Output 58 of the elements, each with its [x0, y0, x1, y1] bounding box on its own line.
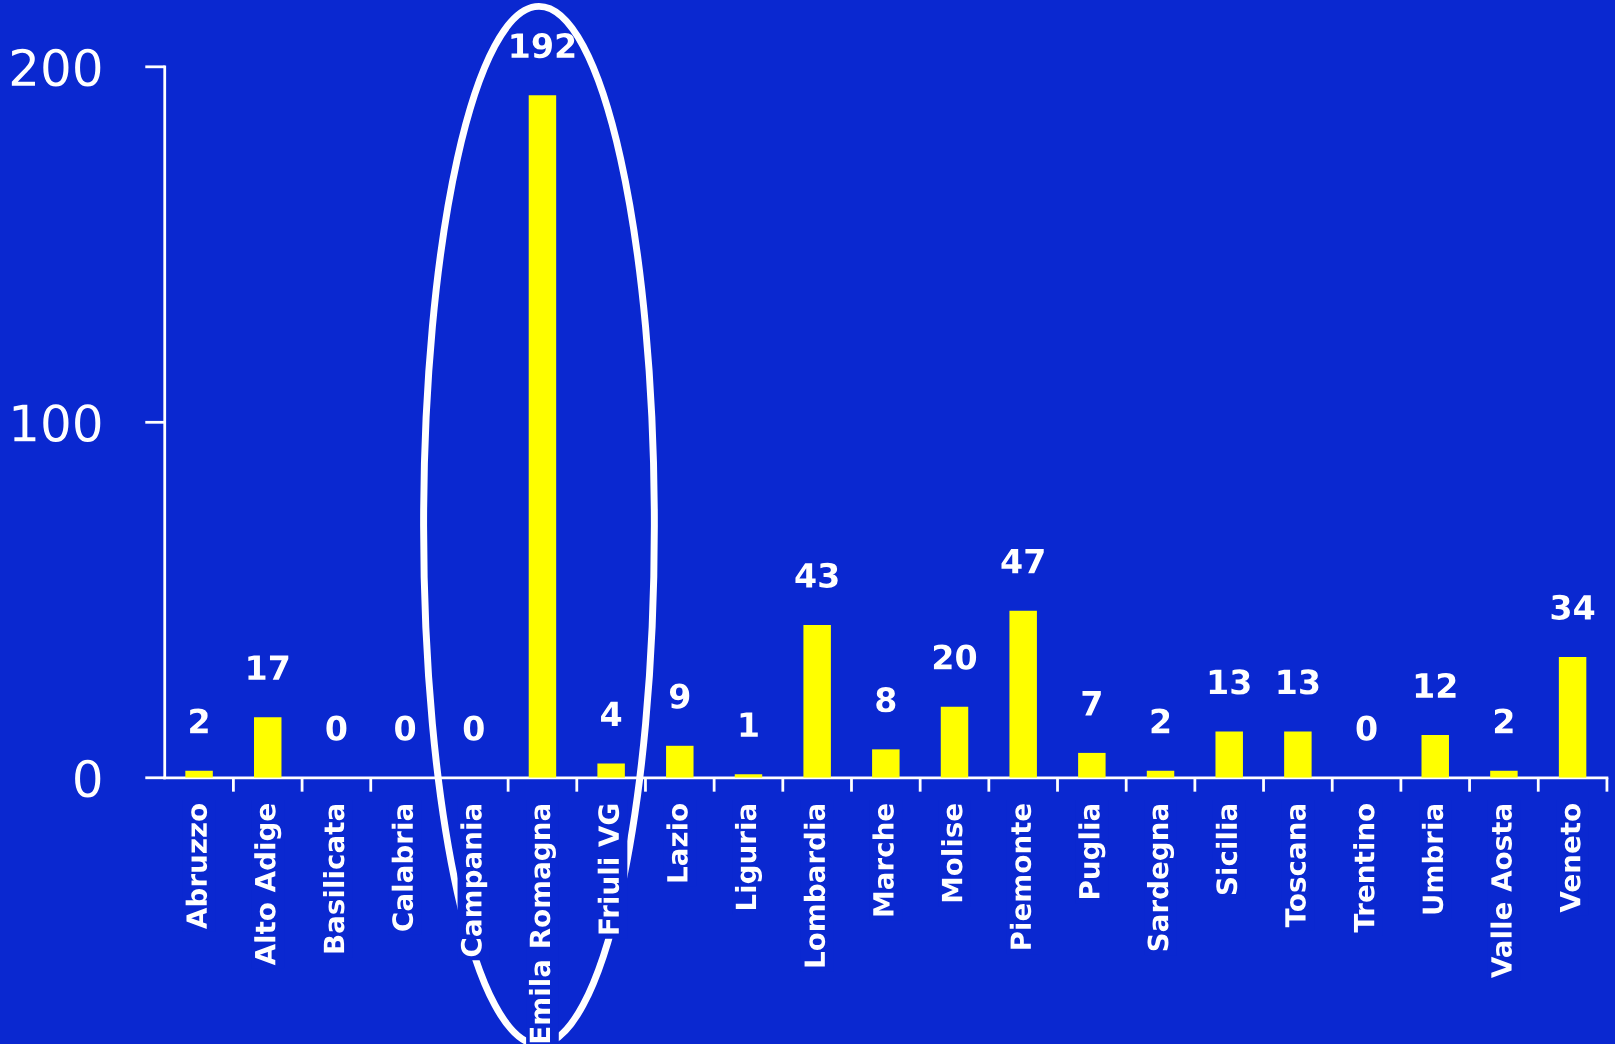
x-tick-label: Abruzzo: [185, 803, 208, 929]
data-label: 13: [1278, 669, 1319, 695]
bar: [528, 95, 557, 778]
x-tick-label: Liguria: [734, 804, 763, 910]
data-label: 0: [463, 715, 484, 741]
x-tick-label: Lazio: [666, 803, 688, 882]
x-tick-label: Sicilia: [1215, 804, 1238, 895]
y-tick-label: 100: [13, 404, 101, 443]
data-label: 2: [190, 708, 208, 734]
data-label: 7: [1082, 691, 1101, 716]
bar: [254, 717, 282, 778]
data-label: 2: [1494, 708, 1513, 734]
y-tick-label: 200: [11, 48, 101, 87]
bar: [1078, 752, 1106, 778]
data-label: 8: [876, 687, 896, 713]
data-label: 1: [740, 712, 758, 737]
x-tick-label: Piemonte: [1009, 804, 1032, 949]
data-label: 20: [933, 644, 977, 670]
data-label: 13: [1209, 669, 1250, 695]
data-label: 9: [669, 683, 690, 709]
data-label: 47: [1001, 548, 1044, 574]
x-tick-label: Lombardia: [803, 804, 826, 967]
data-label: 0: [395, 715, 416, 741]
data-label: 17: [248, 655, 289, 680]
bar: [1215, 731, 1243, 778]
x-tick-label: Trentino: [1353, 803, 1375, 933]
bar: [803, 624, 831, 778]
x-tick-label: Sardegna: [1146, 804, 1175, 951]
x-tick-label: Toscana: [1285, 804, 1306, 928]
x-tick-label: Basilicata: [322, 804, 345, 953]
data-label: 12: [1415, 672, 1456, 698]
bar: [872, 749, 900, 778]
x-tick-label: Puglia: [1078, 804, 1106, 899]
data-label: 192: [511, 33, 575, 59]
data-label: 4: [601, 701, 622, 727]
data-label: 0: [326, 715, 347, 741]
x-tick-label: Friuli VG: [597, 804, 620, 934]
x-tick-label: Valle Aosta: [1490, 804, 1512, 979]
bar: [1558, 656, 1587, 778]
bar: [666, 745, 694, 778]
data-label: 34: [1551, 594, 1595, 620]
bar: [1009, 610, 1037, 778]
x-tick-label: Alto Adige: [254, 804, 282, 966]
x-tick-label: Emila Romagna: [528, 804, 556, 1043]
x-tick-label: Campania: [460, 804, 488, 957]
data-label: 43: [795, 562, 838, 588]
x-tick-label: Calabria: [391, 804, 414, 931]
bar: [1421, 735, 1449, 778]
bar: [597, 763, 625, 778]
bar: [1284, 731, 1312, 778]
x-tick-label: Veneto: [1560, 803, 1581, 913]
y-tick-label: 0: [75, 759, 101, 798]
data-label: 2: [1151, 708, 1170, 734]
x-tick-label: Marche: [872, 804, 894, 916]
x-tick-label: Molise: [941, 804, 963, 902]
x-tick-label: Umbria: [1421, 804, 1444, 914]
bar: [940, 706, 969, 778]
data-label: 0: [1356, 715, 1377, 741]
